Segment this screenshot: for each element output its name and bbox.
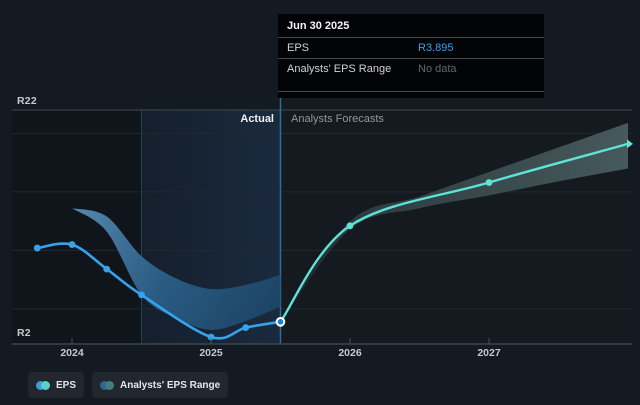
eps-point[interactable] (103, 265, 111, 273)
forecast-arrow-icon (627, 139, 633, 149)
zone-label-actual: Actual (240, 113, 274, 125)
range-dot-blue-icon (100, 380, 110, 390)
legend-range-label: Analysts' EPS Range (120, 379, 221, 391)
x-tick-label-2026: 2026 (338, 347, 362, 359)
y-axis-label-bottom: R2 (17, 327, 31, 339)
legend-toggle-analyst-range[interactable]: Analysts' EPS Range (92, 372, 229, 398)
x-axis (12, 338, 632, 345)
tooltip-date: Jun 30 2025 (278, 14, 544, 38)
region-actual-bg (12, 110, 142, 344)
analyst-range-actual (72, 208, 281, 331)
tooltip-range-label: Analysts' EPS Range (287, 63, 392, 75)
legend: EPS Analysts' EPS Range (28, 372, 229, 398)
eps-point[interactable] (138, 291, 145, 299)
eps-point[interactable] (68, 241, 76, 248)
legend-eps-label: EPS (56, 379, 77, 391)
eps-point[interactable] (33, 244, 41, 252)
hover-tooltip: Jun 30 2025 EPS R3.895 Analysts' EPS Ran… (278, 14, 544, 98)
eps-dot-teal-icon (41, 380, 50, 390)
y-axis-label-top: R22 (17, 95, 37, 107)
data-points[interactable] (33, 179, 493, 341)
legend-toggle-eps[interactable]: EPS (28, 372, 85, 398)
forecast-point[interactable] (485, 179, 493, 186)
analyst-range-forecast (280, 122, 628, 322)
x-tick-label-2025: 2025 (199, 347, 223, 359)
eps-point[interactable] (242, 324, 250, 332)
tooltip-spacer (278, 79, 544, 92)
eps-dot-blue-icon (36, 380, 45, 390)
tooltip-row-eps: EPS R3.895 (278, 38, 544, 59)
hovered-point[interactable] (275, 317, 286, 327)
eps-forecast-line (279, 142, 630, 323)
range-series-icon (100, 380, 115, 390)
analyst-range-bands (72, 122, 628, 331)
eps-series-icon (36, 380, 50, 390)
tooltip-eps-value: R3.895 (418, 42, 454, 54)
x-tick-label-2027: 2027 (477, 347, 501, 359)
eps-point[interactable] (207, 333, 215, 341)
tooltip-eps-label: EPS (287, 42, 310, 54)
tooltip-range-value: No data (418, 63, 457, 75)
x-tick-label-2024: 2024 (60, 347, 84, 359)
zone-label-forecast: Analysts Forecasts (291, 113, 384, 125)
range-dot-teal-icon (105, 380, 115, 390)
gridlines (12, 109, 632, 310)
tooltip-row-range: Analysts' EPS Range No data (278, 59, 544, 79)
forecast-point[interactable] (346, 222, 354, 230)
